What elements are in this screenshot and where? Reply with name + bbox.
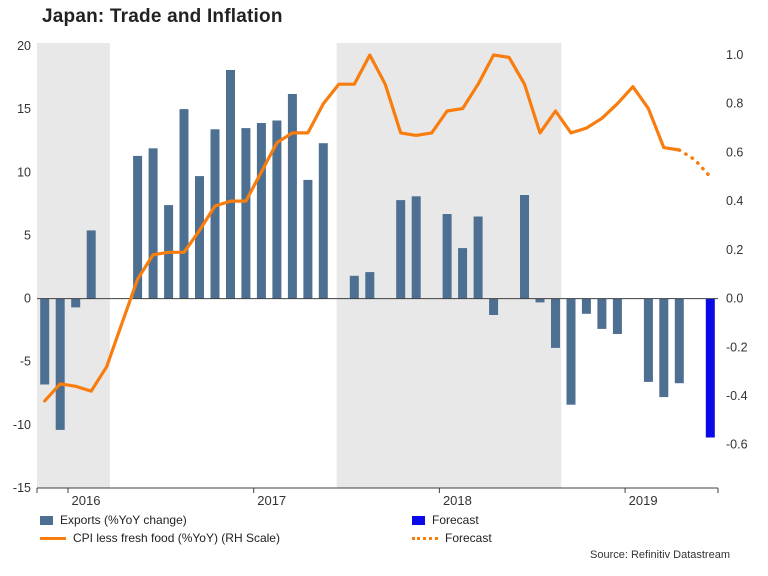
export-bar (272, 120, 282, 299)
export-bar (86, 230, 96, 299)
export-bar (643, 298, 653, 382)
year-label: 2017 (257, 493, 286, 508)
export-bar (55, 298, 65, 430)
export-bar (597, 298, 607, 329)
export-bar (148, 148, 158, 299)
export-bar (659, 298, 669, 398)
right-tick-label: 0.8 (726, 97, 743, 111)
legend-label-exports: Exports (%YoY change) (60, 513, 187, 527)
source-credit: Source: Refinitiv Datastream (590, 549, 730, 561)
chart-canvas: 2016 2017 2018 2019 20 15 10 5 0 -5 -10 -15 1.0 0.8 0.… (13, 39, 748, 508)
export-bar (674, 298, 684, 384)
left-tick-label: -15 (13, 481, 31, 495)
right-tick-label: -0.4 (726, 389, 748, 403)
left-tick-label: 5 (24, 228, 31, 242)
legend-label-cpi-forecast: Forecast (445, 531, 492, 545)
right-tick-label: 1.0 (726, 48, 743, 62)
left-tick-label: -5 (20, 355, 31, 369)
cpi-line-swatch (40, 536, 66, 540)
export-bar (226, 70, 235, 299)
export-bar (473, 216, 483, 299)
left-tick-label: 15 (17, 102, 31, 116)
right-tick-label: -0.6 (726, 438, 748, 452)
export-bar (396, 200, 406, 299)
export-bar (520, 195, 529, 299)
export-bar (581, 298, 591, 314)
legend-label-cpi: CPI less fresh food (%YoY) (RH Scale) (73, 531, 280, 545)
legend-item-exports: Exports (%YoY change) (40, 513, 187, 527)
cpi-forecast-swatch (412, 536, 438, 540)
export-bar (287, 94, 297, 299)
legend-item-forecast-bar: Forecast (412, 513, 479, 527)
export-bar (71, 298, 81, 308)
export-bar (179, 109, 189, 299)
export-bar (40, 298, 50, 385)
forecast-bar-swatch (412, 515, 425, 525)
year-label: 2016 (72, 493, 101, 508)
export-bar (458, 248, 468, 299)
export-bar (566, 298, 576, 405)
export-bar (195, 176, 204, 299)
export-bar (612, 298, 622, 334)
left-tick-label: 20 (17, 39, 31, 53)
export-bar (551, 298, 560, 348)
export-bar (489, 298, 499, 315)
export-bar (318, 143, 328, 299)
year-label: 2018 (443, 493, 472, 508)
cpi-line (43, 53, 681, 403)
right-tick-label: -0.2 (726, 340, 748, 354)
forecast-bar (705, 298, 715, 438)
export-bar (535, 298, 545, 303)
right-tick-label: 0.2 (726, 243, 743, 257)
legend-item-cpi: CPI less fresh food (%YoY) (RH Scale) (40, 531, 280, 545)
export-bar (442, 214, 452, 299)
cpi-forecast-line (677, 148, 712, 179)
export-bar (241, 128, 251, 299)
export-bar (349, 275, 359, 299)
shaded-band (37, 43, 110, 488)
exports-swatch (40, 515, 53, 525)
export-bar (303, 179, 313, 299)
left-tick-label: 0 (24, 292, 31, 306)
legend-item-cpi-forecast: Forecast (412, 531, 492, 545)
export-bar (210, 129, 220, 299)
right-tick-label: 0.0 (726, 292, 743, 306)
year-label: 2019 (629, 493, 658, 508)
chart-title: Japan: Trade and Inflation (42, 6, 283, 27)
export-bar (411, 196, 421, 299)
right-tick-label: 0.4 (726, 194, 743, 208)
legend-label-forecast-bar: Forecast (432, 513, 479, 527)
export-bar (256, 123, 266, 299)
right-tick-label: 0.6 (726, 145, 743, 159)
left-tick-label: 10 (17, 165, 31, 179)
export-bar (365, 272, 375, 299)
export-bar (133, 155, 143, 299)
left-tick-label: -10 (13, 418, 31, 432)
